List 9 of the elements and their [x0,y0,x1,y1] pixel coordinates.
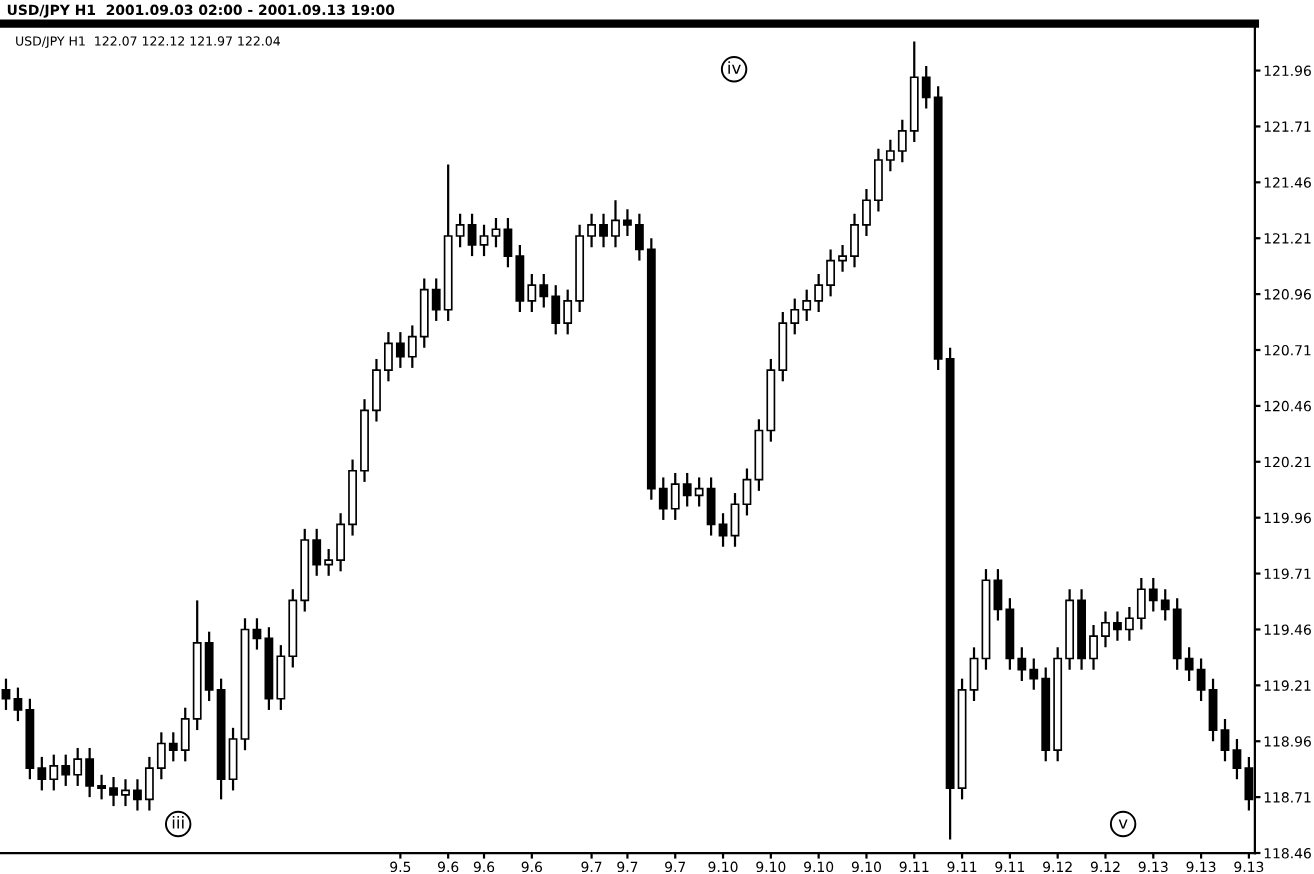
candlestick [969,646,979,703]
candlestick [479,223,489,258]
annotation: iii [172,815,184,829]
annotation: v [1118,819,1128,829]
candlestick [491,216,501,249]
candlestick [730,491,740,548]
candlestick [1220,717,1230,763]
annotation: iv [728,61,741,74]
candlestick [1,677,11,712]
